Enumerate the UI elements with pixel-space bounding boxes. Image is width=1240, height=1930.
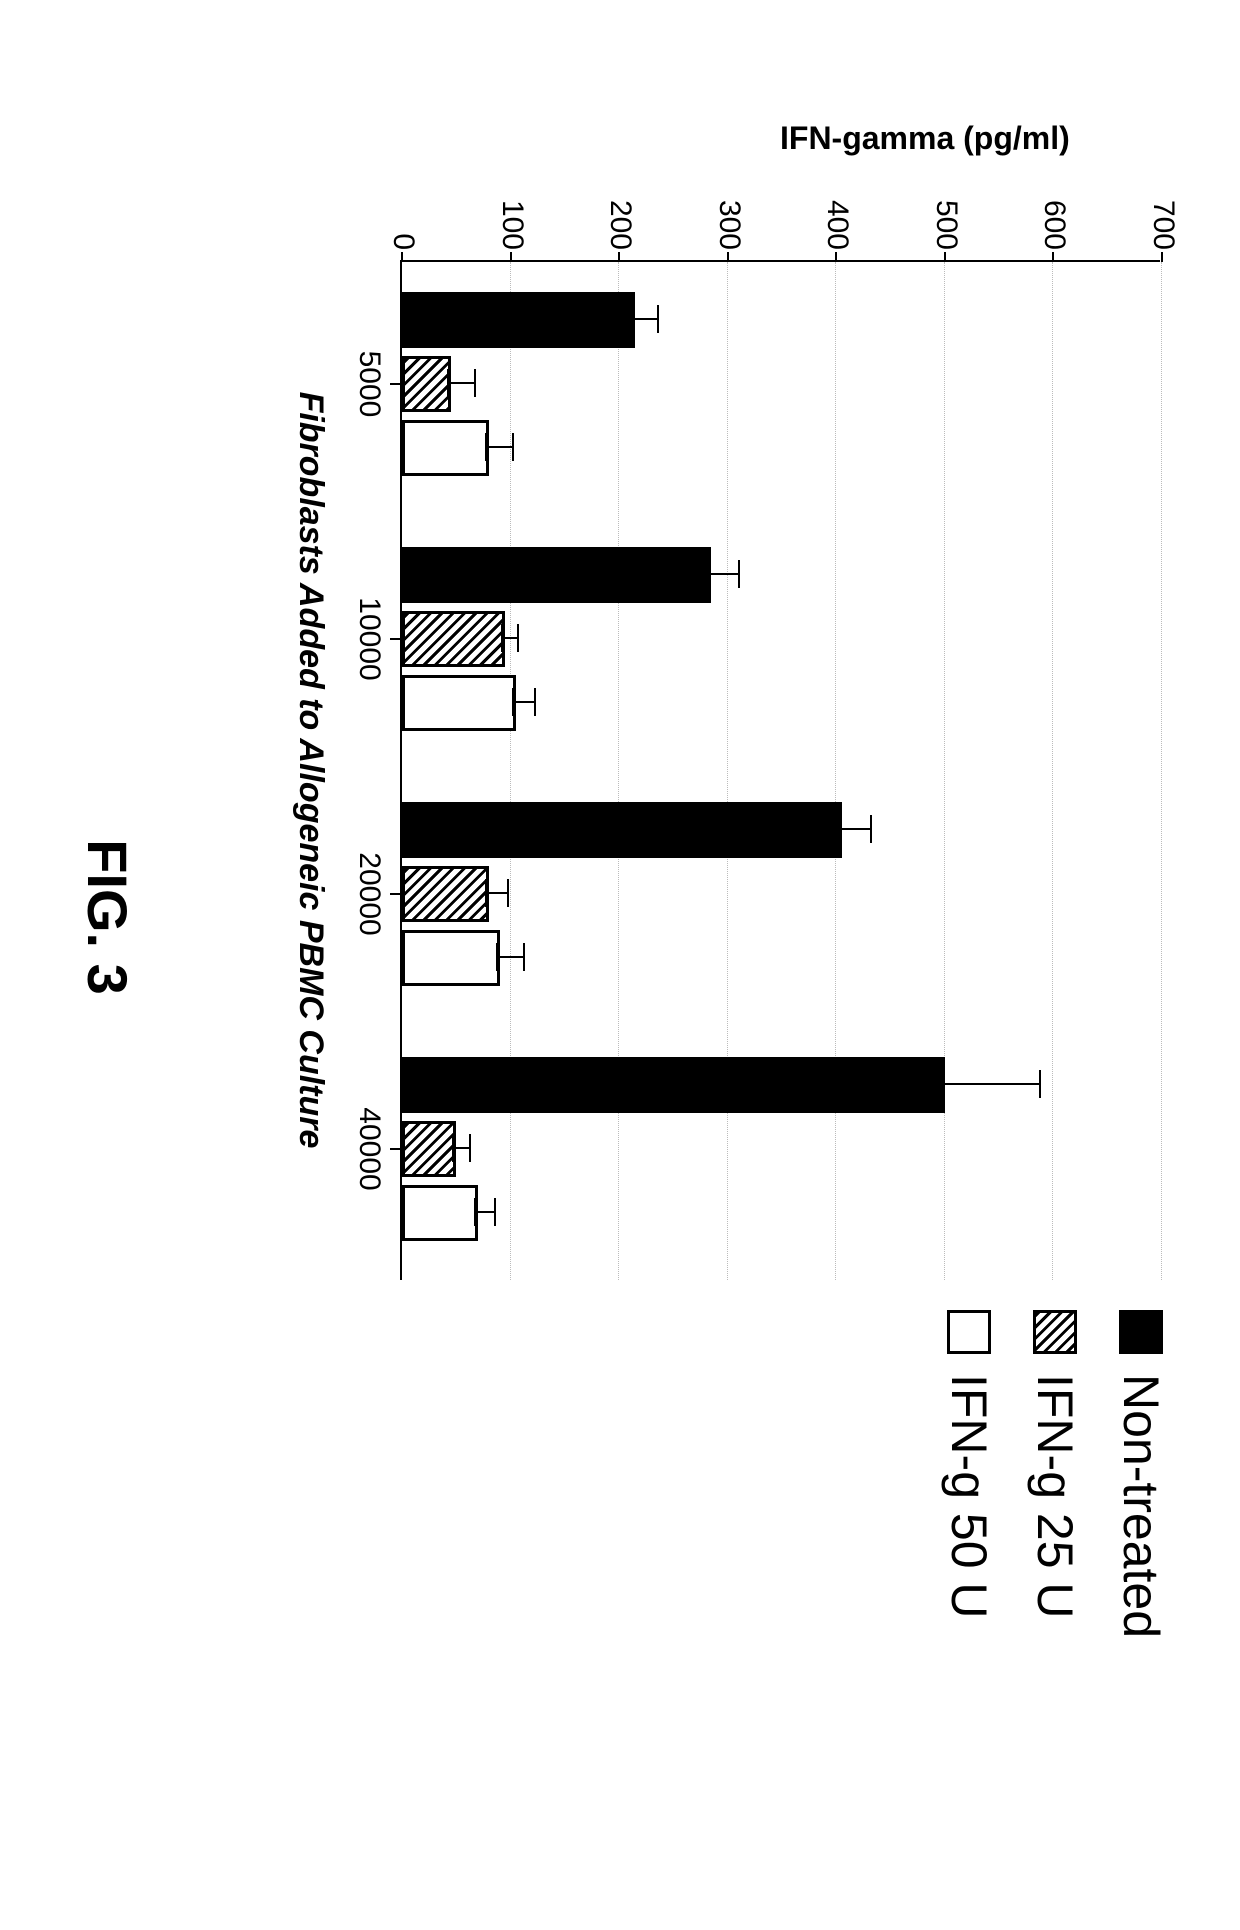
x-tick-mark [390, 638, 400, 640]
grid-line [944, 262, 945, 1280]
y-tick-label: 300 [712, 172, 746, 250]
error-cap [512, 433, 514, 461]
y-axis-title: IFN-gamma (pg/ml) [780, 120, 1070, 157]
error-cap [707, 560, 709, 588]
x-tick-label: 5000 [352, 314, 386, 454]
plot-region: 0100200300400500600700500010000200004000… [400, 260, 1160, 1280]
x-tick-mark [390, 383, 400, 385]
error-bar [942, 1083, 1040, 1085]
error-cap [485, 433, 487, 461]
y-tick-mark [401, 252, 403, 262]
legend-swatch [1119, 1310, 1163, 1354]
error-cap [485, 879, 487, 907]
error-cap [469, 1134, 471, 1162]
y-tick-label: 400 [820, 172, 854, 250]
error-bar [453, 1147, 469, 1149]
error-cap [474, 1198, 476, 1226]
error-bar [497, 956, 524, 958]
y-tick-label: 0 [386, 172, 420, 250]
y-tick-mark [1161, 252, 1163, 262]
bar [402, 1057, 945, 1113]
x-tick-label: 20000 [352, 824, 386, 964]
bar [402, 1121, 456, 1177]
error-bar [486, 892, 508, 894]
y-tick-label: 600 [1037, 172, 1071, 250]
grid-line [835, 262, 836, 1280]
y-tick-mark [1052, 252, 1054, 262]
bar [402, 930, 500, 986]
y-tick-mark [835, 252, 837, 262]
figure-caption: FIG. 3 [75, 0, 140, 1834]
rotated-stage: IFN-gamma (pg/ml) 0100200300400500600700… [0, 0, 1240, 1834]
x-axis-title: Fibroblasts Added to Allogeneic PBMC Cul… [291, 260, 330, 1280]
legend-item: IFN-g 50 U [940, 1310, 998, 1930]
y-tick-mark [510, 252, 512, 262]
legend-swatch [1033, 1310, 1077, 1354]
bar [402, 1185, 478, 1241]
error-cap [447, 369, 449, 397]
error-bar [502, 637, 518, 639]
legend-label: IFN-g 25 U [1026, 1374, 1084, 1619]
bar [402, 420, 489, 476]
error-bar [839, 828, 872, 830]
error-cap [517, 624, 519, 652]
bar [402, 547, 711, 603]
bar [402, 356, 451, 412]
error-cap [523, 943, 525, 971]
chart-area: IFN-gamma (pg/ml) 0100200300400500600700… [300, 110, 1200, 1460]
error-cap [534, 688, 536, 716]
error-bar [513, 701, 535, 703]
error-cap [838, 815, 840, 843]
y-tick-label: 100 [495, 172, 529, 250]
error-bar [708, 573, 738, 575]
error-cap [941, 1070, 943, 1098]
error-bar [448, 382, 475, 384]
error-cap [507, 879, 509, 907]
y-tick-label: 200 [603, 172, 637, 250]
legend-label: Non-treated [1112, 1374, 1170, 1638]
y-tick-mark [944, 252, 946, 262]
error-cap [474, 369, 476, 397]
grid-line [1161, 262, 1162, 1280]
error-cap [738, 560, 740, 588]
legend-label: IFN-g 50 U [940, 1374, 998, 1619]
legend-item: IFN-g 25 U [1026, 1310, 1084, 1930]
error-cap [452, 1134, 454, 1162]
error-cap [657, 305, 659, 333]
bar [402, 611, 505, 667]
bar [402, 292, 635, 348]
error-cap [512, 688, 514, 716]
grid-line [510, 262, 511, 1280]
grid-line [1052, 262, 1053, 1280]
grid-line [727, 262, 728, 1280]
error-bar [475, 1211, 495, 1213]
x-tick-label: 40000 [352, 1079, 386, 1219]
bar [402, 866, 489, 922]
x-tick-mark [390, 893, 400, 895]
y-tick-label: 500 [929, 172, 963, 250]
error-cap [494, 1198, 496, 1226]
x-tick-mark [390, 1148, 400, 1150]
legend-item: Non-treated [1112, 1310, 1170, 1930]
y-tick-mark [727, 252, 729, 262]
bar [402, 675, 516, 731]
y-tick-mark [618, 252, 620, 262]
error-cap [870, 815, 872, 843]
legend: Non-treated IFN-g 25 U IFN-g 50 U [912, 1310, 1170, 1930]
error-cap [631, 305, 633, 333]
error-bar [632, 318, 658, 320]
error-cap [501, 624, 503, 652]
error-cap [1039, 1070, 1041, 1098]
error-bar [486, 446, 513, 448]
x-tick-label: 10000 [352, 569, 386, 709]
error-cap [496, 943, 498, 971]
y-tick-label: 700 [1146, 172, 1180, 250]
legend-swatch [947, 1310, 991, 1354]
bar [402, 802, 842, 858]
grid-line [618, 262, 619, 1280]
